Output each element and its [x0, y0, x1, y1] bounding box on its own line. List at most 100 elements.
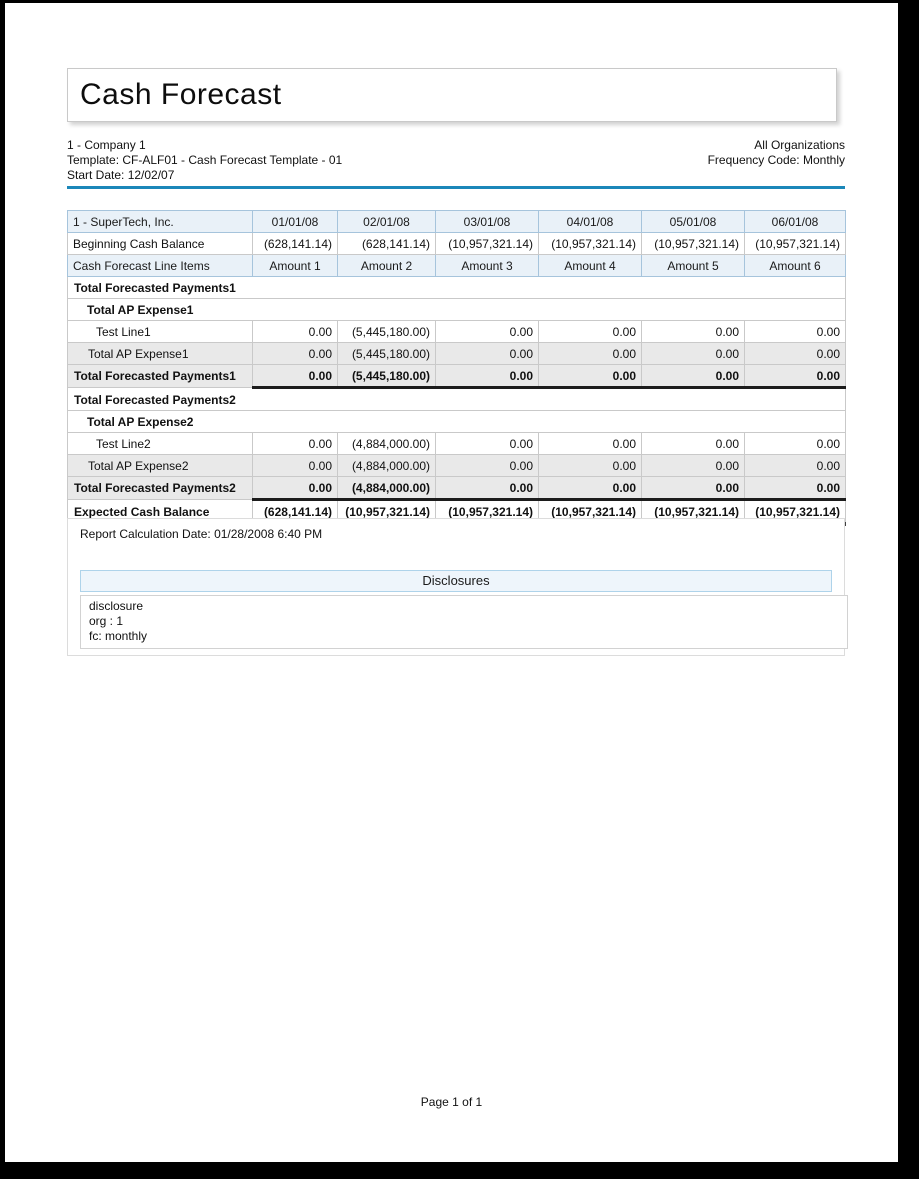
- amount-column-header: Amount 5: [641, 254, 745, 277]
- disclosures-header: Disclosures: [80, 570, 832, 592]
- total-row: Total Forecasted Payments2 0.00 (4,884,0…: [67, 476, 846, 501]
- amount-cell: (4,884,000.00): [337, 476, 436, 501]
- amount-cell: (5,445,180.00): [337, 364, 436, 389]
- cash-forecast-table: 1 - SuperTech, Inc. 01/01/08 02/01/08 03…: [67, 210, 846, 526]
- amount-cell: 0.00: [538, 364, 642, 389]
- company-line: 1 - Company 1: [67, 138, 146, 152]
- subtotal-row: Total AP Expense2 0.00 (4,884,000.00) 0.…: [67, 454, 846, 477]
- amount-cell: 0.00: [435, 432, 539, 455]
- amount-column-header: Amount 4: [538, 254, 642, 277]
- date-column-header: 04/01/08: [538, 210, 642, 233]
- row-label: Beginning Cash Balance: [67, 232, 253, 255]
- amount-cell: 0.00: [252, 476, 338, 501]
- amount-cell: 0.00: [744, 476, 846, 501]
- amount-column-header: Amount 3: [435, 254, 539, 277]
- frequency-line: Frequency Code: Monthly: [707, 153, 845, 167]
- line-items-header-row: Cash Forecast Line Items Amount 1 Amount…: [67, 254, 846, 277]
- amount-cell: 0.00: [744, 432, 846, 455]
- amount-cell: 0.00: [538, 432, 642, 455]
- amount-cell: 0.00: [641, 320, 745, 343]
- amount-column-header: Amount 1: [252, 254, 338, 277]
- detail-row: Test Line2 0.00 (4,884,000.00) 0.00 0.00…: [67, 432, 846, 455]
- row-label: Test Line1: [67, 320, 253, 343]
- amount-cell: 0.00: [538, 454, 642, 477]
- amount-cell: 0.00: [435, 342, 539, 365]
- amount-cell: 0.00: [538, 320, 642, 343]
- date-column-header: 03/01/08: [435, 210, 539, 233]
- amount-cell: 0.00: [435, 320, 539, 343]
- amount-cell: (5,445,180.00): [337, 342, 436, 365]
- entity-label: 1 - SuperTech, Inc.: [67, 210, 253, 233]
- amount-cell: (628,141.14): [252, 232, 338, 255]
- amount-cell: 0.00: [744, 454, 846, 477]
- amount-cell: (4,884,000.00): [337, 432, 436, 455]
- amount-cell: (10,957,321.14): [744, 232, 846, 255]
- beginning-balance-row: Beginning Cash Balance (628,141.14) (628…: [67, 232, 846, 255]
- amount-cell: 0.00: [744, 342, 846, 365]
- cash-forecast-table-wrap: 1 - SuperTech, Inc. 01/01/08 02/01/08 03…: [67, 210, 846, 526]
- subgroup-label: Total AP Expense2: [67, 410, 846, 433]
- amount-cell: 0.00: [538, 342, 642, 365]
- amount-cell: 0.00: [744, 364, 846, 389]
- amount-cell: 0.00: [252, 432, 338, 455]
- row-label: Total Forecasted Payments2: [67, 476, 253, 500]
- subgroup-header-row: Total AP Expense2: [67, 410, 846, 433]
- amount-cell: 0.00: [744, 320, 846, 343]
- amount-cell: 0.00: [641, 364, 745, 389]
- amount-cell: 0.00: [641, 342, 745, 365]
- amount-cell: 0.00: [538, 476, 642, 501]
- report-title-box: Cash Forecast: [67, 68, 837, 122]
- amount-column-header: Amount 6: [744, 254, 846, 277]
- page-number: Page 1 of 1: [420, 1095, 483, 1109]
- start-date-line: Start Date: 12/02/07: [67, 168, 175, 182]
- row-label: Total Forecasted Payments1: [67, 364, 253, 388]
- row-label: Total AP Expense2: [67, 454, 253, 477]
- amount-cell: 0.00: [435, 454, 539, 477]
- report-header-info: 1 - Company 1 Template: CF-ALF01 - Cash …: [67, 138, 845, 183]
- detail-row: Test Line1 0.00 (5,445,180.00) 0.00 0.00…: [67, 320, 846, 343]
- amount-cell: (10,957,321.14): [641, 232, 745, 255]
- line-items-label: Cash Forecast Line Items: [67, 254, 253, 277]
- entity-header-row: 1 - SuperTech, Inc. 01/01/08 02/01/08 03…: [67, 210, 846, 233]
- total-row: Total Forecasted Payments1 0.00 (5,445,1…: [67, 364, 846, 389]
- row-label: Test Line2: [67, 432, 253, 455]
- amount-cell: 0.00: [252, 342, 338, 365]
- group-header-row: Total Forecasted Payments2: [67, 387, 846, 411]
- report-page: Cash Forecast 1 - Company 1 Template: CF…: [5, 3, 898, 1162]
- subgroup-header-row: Total AP Expense1: [67, 298, 846, 321]
- date-column-header: 05/01/08: [641, 210, 745, 233]
- amount-cell: 0.00: [435, 364, 539, 389]
- row-label: Total AP Expense1: [67, 342, 253, 365]
- amount-cell: (5,445,180.00): [337, 320, 436, 343]
- amount-cell: (10,957,321.14): [538, 232, 642, 255]
- amount-column-header: Amount 2: [337, 254, 436, 277]
- template-line: Template: CF-ALF01 - Cash Forecast Templ…: [67, 153, 343, 167]
- report-footer-panel: Report Calculation Date: 01/28/2008 6:40…: [67, 518, 848, 656]
- report-header-left: 1 - Company 1 Template: CF-ALF01 - Cash …: [67, 138, 342, 183]
- group-header-row: Total Forecasted Payments1: [67, 276, 846, 299]
- report-calculation-date: Report Calculation Date: 01/28/2008 6:40…: [80, 527, 323, 541]
- amount-cell: 0.00: [252, 454, 338, 477]
- amount-cell: 0.00: [435, 476, 539, 501]
- header-divider-rule: [67, 186, 845, 189]
- page-title: Cash Forecast: [80, 78, 282, 111]
- group-label: Total Forecasted Payments1: [67, 276, 846, 299]
- amount-cell: (628,141.14): [337, 232, 436, 255]
- amount-cell: 0.00: [252, 320, 338, 343]
- subtotal-row: Total AP Expense1 0.00 (5,445,180.00) 0.…: [67, 342, 846, 365]
- date-column-header: 06/01/08: [744, 210, 846, 233]
- amount-cell: (4,884,000.00): [337, 454, 436, 477]
- amount-cell: 0.00: [641, 476, 745, 501]
- amount-cell: 0.00: [641, 432, 745, 455]
- amount-cell: 0.00: [252, 364, 338, 389]
- organizations-line: All Organizations: [754, 138, 845, 152]
- amount-cell: (10,957,321.14): [435, 232, 539, 255]
- date-column-header: 02/01/08: [337, 210, 436, 233]
- date-column-header: 01/01/08: [252, 210, 338, 233]
- report-header-right: All Organizations Frequency Code: Monthl…: [708, 138, 845, 183]
- subgroup-label: Total AP Expense1: [67, 298, 846, 321]
- amount-cell: 0.00: [641, 454, 745, 477]
- group-label: Total Forecasted Payments2: [67, 387, 846, 411]
- disclosures-content: disclosure org : 1 fc: monthly: [80, 595, 848, 649]
